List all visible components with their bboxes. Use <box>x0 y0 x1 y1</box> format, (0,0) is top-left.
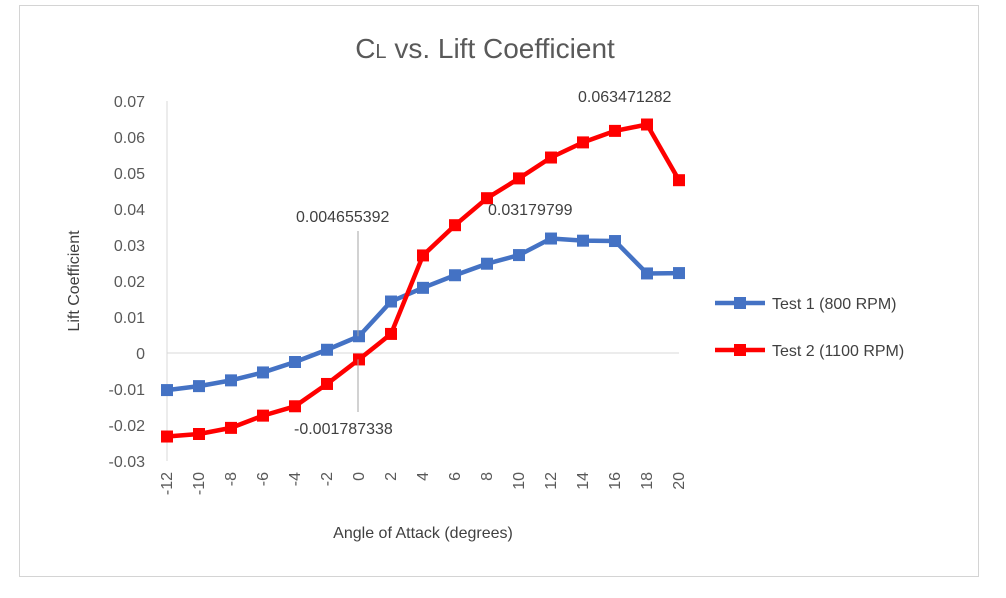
series-1-marker <box>193 380 205 393</box>
series-2-marker <box>481 192 493 205</box>
series-1-marker <box>385 295 397 308</box>
series-1-marker <box>417 281 429 294</box>
x-tick-label: -4 <box>287 472 304 486</box>
x-tick-label: -12 <box>159 472 176 495</box>
series-1-marker <box>641 267 653 280</box>
x-tick-label: 8 <box>479 472 496 481</box>
y-tick-label: 0.04 <box>114 202 145 219</box>
series-2-marker <box>673 174 685 187</box>
x-tick-label: 2 <box>383 472 400 481</box>
series-1-marker <box>577 234 589 247</box>
series-1-marker <box>513 249 525 262</box>
series-2-marker <box>289 400 301 413</box>
x-tick-label: 14 <box>575 472 592 490</box>
x-tick-label: 20 <box>671 472 688 490</box>
series-line-2 <box>166 122 681 439</box>
data-label: 0.03179799 <box>488 202 573 219</box>
y-tick-label: -0.03 <box>109 454 146 471</box>
legend-label-2: Test 2 (1100 RPM) <box>772 343 904 360</box>
legend-label-1: Test 1 (800 RPM) <box>772 296 896 313</box>
x-tick-label: 4 <box>415 472 432 481</box>
x-tick-label: 12 <box>543 472 560 490</box>
series-2-marker <box>609 124 621 137</box>
series-2-marker <box>225 421 237 434</box>
y-tick-label: 0.02 <box>114 274 145 291</box>
series-2-marker <box>417 249 429 262</box>
series-1-marker <box>161 384 173 397</box>
data-label: -0.001787338 <box>294 421 393 438</box>
data-label: 0.004655392 <box>296 209 390 226</box>
series-1-marker <box>449 269 461 282</box>
series-1-marker <box>545 232 557 245</box>
x-tick-label: 0 <box>351 472 368 481</box>
y-tick-label: 0.05 <box>114 166 145 183</box>
series-2-marker <box>513 172 525 185</box>
series-1-marker <box>289 356 301 368</box>
y-tick-label: -0.01 <box>109 382 146 399</box>
series-1-marker <box>353 330 365 343</box>
chart-title: CL vs. Lift Coefficient <box>355 33 615 64</box>
y-tick-label: 0.06 <box>114 130 145 147</box>
y-tick-label: 0 <box>136 346 145 363</box>
x-tick-label: -8 <box>223 472 240 486</box>
series-2-marker <box>385 327 397 340</box>
x-tick-label: 6 <box>447 472 464 481</box>
series-2-marker <box>577 136 589 149</box>
series-2-marker <box>257 409 269 422</box>
series-1-marker <box>673 267 685 280</box>
x-tick-label: 10 <box>511 472 528 490</box>
series-2-marker <box>321 377 333 390</box>
x-tick-label: 16 <box>607 472 624 490</box>
y-tick-label: 0.01 <box>114 310 145 327</box>
x-tick-label: -6 <box>255 472 272 486</box>
series-1-marker <box>481 257 493 270</box>
series-2-marker <box>641 118 653 131</box>
chart-frame <box>19 5 979 577</box>
legend-marker-2 <box>734 344 746 356</box>
x-tick-label: -2 <box>319 472 336 486</box>
series-1-marker <box>321 343 333 356</box>
x-tick-label: 18 <box>639 472 656 490</box>
x-tick-label: -10 <box>191 472 208 495</box>
x-axis-title: Angle of Attack (degrees) <box>333 525 513 542</box>
series-1-marker <box>609 235 621 248</box>
legend-marker-1 <box>734 297 746 309</box>
series-1-marker <box>225 374 237 387</box>
data-label: 0.063471282 <box>578 89 672 106</box>
y-tick-label: 0.03 <box>114 238 145 255</box>
y-tick-label: 0.07 <box>114 94 145 111</box>
series-2-marker <box>161 430 173 443</box>
series-1-marker <box>257 366 269 379</box>
series-2-marker <box>449 219 461 232</box>
y-axis-title: Lift Coefficient <box>66 230 83 332</box>
series-2-marker <box>193 428 205 440</box>
y-tick-label: -0.02 <box>109 418 146 435</box>
series-2-marker <box>545 151 557 164</box>
series-2-marker <box>353 353 365 366</box>
